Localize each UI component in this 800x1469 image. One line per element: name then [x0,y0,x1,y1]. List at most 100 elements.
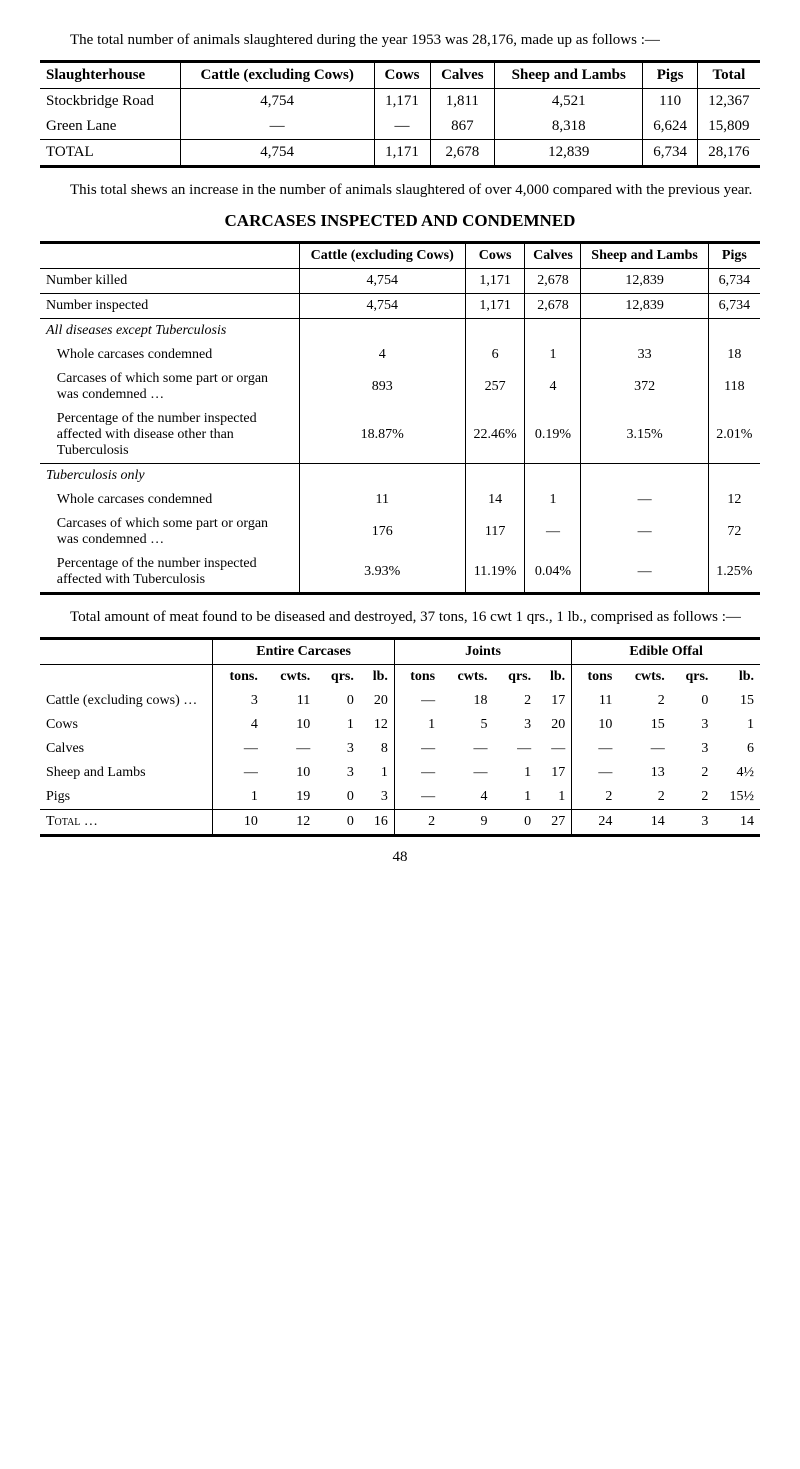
t2-cell: 22.46% [465,407,525,464]
t2-h5: Pigs [708,242,760,268]
t2-cell: 11 [299,488,465,512]
t3-cell: — [493,737,537,761]
t3-cell: — [572,737,619,761]
t1-h5: Pigs [643,62,697,89]
t2-cell: 2.01% [708,407,760,464]
page-number: 48 [40,849,760,866]
t3-cell: 1 [493,761,537,785]
t2-cell: 1,171 [465,293,525,318]
t2-cell [465,463,525,488]
t3-cell: 3 [671,809,715,835]
t2-cell: — [581,488,708,512]
t3-cell: 0 [671,689,715,713]
t3-cell: 4 [213,713,264,737]
t2-cell: 72 [708,512,760,552]
t3-cell: 3 [671,713,715,737]
t3-cell: 3 [671,737,715,761]
t1-r1c5: 6,624 [643,114,697,140]
t2-cell: 4,754 [299,293,465,318]
t2-cell: 4,754 [299,268,465,293]
t3-sh5: tons [394,664,441,689]
t1-r1c3: 867 [430,114,495,140]
t3-row-label: Total … [40,809,213,835]
t3-cell: 1 [213,785,264,810]
t2-cell: — [581,552,708,594]
t3-cell: 1 [316,713,360,737]
t3-gh1: Entire Carcases [213,638,395,664]
t3-cell: 13 [618,761,670,785]
slaughterhouse-table: Slaughterhouse Cattle (excluding Cows) C… [40,60,760,168]
t3-cell: — [394,737,441,761]
t2-cell: 1.25% [708,552,760,594]
t2-row-label: Number inspected [40,293,299,318]
t3-sh2: cwts. [264,664,316,689]
t3-row-label: Cows [40,713,213,737]
t1-r1c4: 8,318 [495,114,643,140]
t3-cell: 2 [671,785,715,810]
t3-cell: 18 [441,689,493,713]
t3-cell: 1 [493,785,537,810]
t3-sh7: qrs. [493,664,537,689]
t2-row-label: Number killed [40,268,299,293]
t2-cell [581,318,708,343]
t3-cell: — [394,785,441,810]
t2-row-label: Tuberculosis only [40,463,299,488]
t2-cell: 3.15% [581,407,708,464]
t2-row-label: Whole carcases condemned [40,343,299,367]
t3-cell: 10 [213,809,264,835]
meat-destroyed-table: Entire Carcases Joints Edible Offal tons… [40,637,760,837]
t3-cell: 10 [572,713,619,737]
t2-cell: 12,839 [581,268,708,293]
t3-sh10: cwts. [618,664,670,689]
t3-cell: 11 [264,689,316,713]
t2-row-label: Percentage of the number inspected affec… [40,552,299,594]
t3-cell: 1 [360,761,395,785]
t3-row-label: Sheep and Lambs [40,761,213,785]
t2-cell: 4 [525,367,581,407]
t2-cell: 2,678 [525,268,581,293]
t3-cell: — [537,737,572,761]
t3-row-label: Cattle (excluding cows) … [40,689,213,713]
t3-cell: 12 [360,713,395,737]
t3-sh0 [40,664,213,689]
t1-r0c4: 4,521 [495,89,643,115]
t2-cell: 6,734 [708,268,760,293]
t1-h1: Cattle (excluding Cows) [180,62,374,89]
t3-cell: — [213,761,264,785]
t3-sh12: lb. [714,664,760,689]
t3-cell: 0 [493,809,537,835]
t2-row-label: Percentage of the number inspected affec… [40,407,299,464]
t3-cell: 10 [264,761,316,785]
t1-r0c6: 12,367 [697,89,760,115]
t2-h4: Sheep and Lambs [581,242,708,268]
t3-sh1: tons. [213,664,264,689]
t3-cell: 3 [316,761,360,785]
t3-cell: — [394,689,441,713]
t3-cell: 3 [213,689,264,713]
t1-r0c1: 4,754 [180,89,374,115]
t3-sh8: lb. [537,664,572,689]
t3-cell: 15½ [714,785,760,810]
t1-r0c5: 110 [643,89,697,115]
t1-r0c0: Stockbridge Road [40,89,180,115]
t1-h6: Total [697,62,760,89]
t3-cell: — [441,737,493,761]
t2-cell [525,318,581,343]
t3-cell: 11 [572,689,619,713]
t2-cell: 6,734 [708,293,760,318]
t2-cell: 3.93% [299,552,465,594]
t2-cell: 33 [581,343,708,367]
t3-cell: 3 [316,737,360,761]
t2-cell: 372 [581,367,708,407]
t3-cell: 2 [493,689,537,713]
t3-cell: 9 [441,809,493,835]
t1-h4: Sheep and Lambs [495,62,643,89]
t3-sh4: lb. [360,664,395,689]
t2-cell: 176 [299,512,465,552]
t3-cell: 0 [316,689,360,713]
t3-cell: 1 [394,713,441,737]
t2-h2: Cows [465,242,525,268]
carcases-table: Cattle (excluding Cows) Cows Calves Shee… [40,241,760,595]
t1-r0c2: 1,171 [374,89,430,115]
t2-row-label: Carcases of which some part or organ was… [40,512,299,552]
